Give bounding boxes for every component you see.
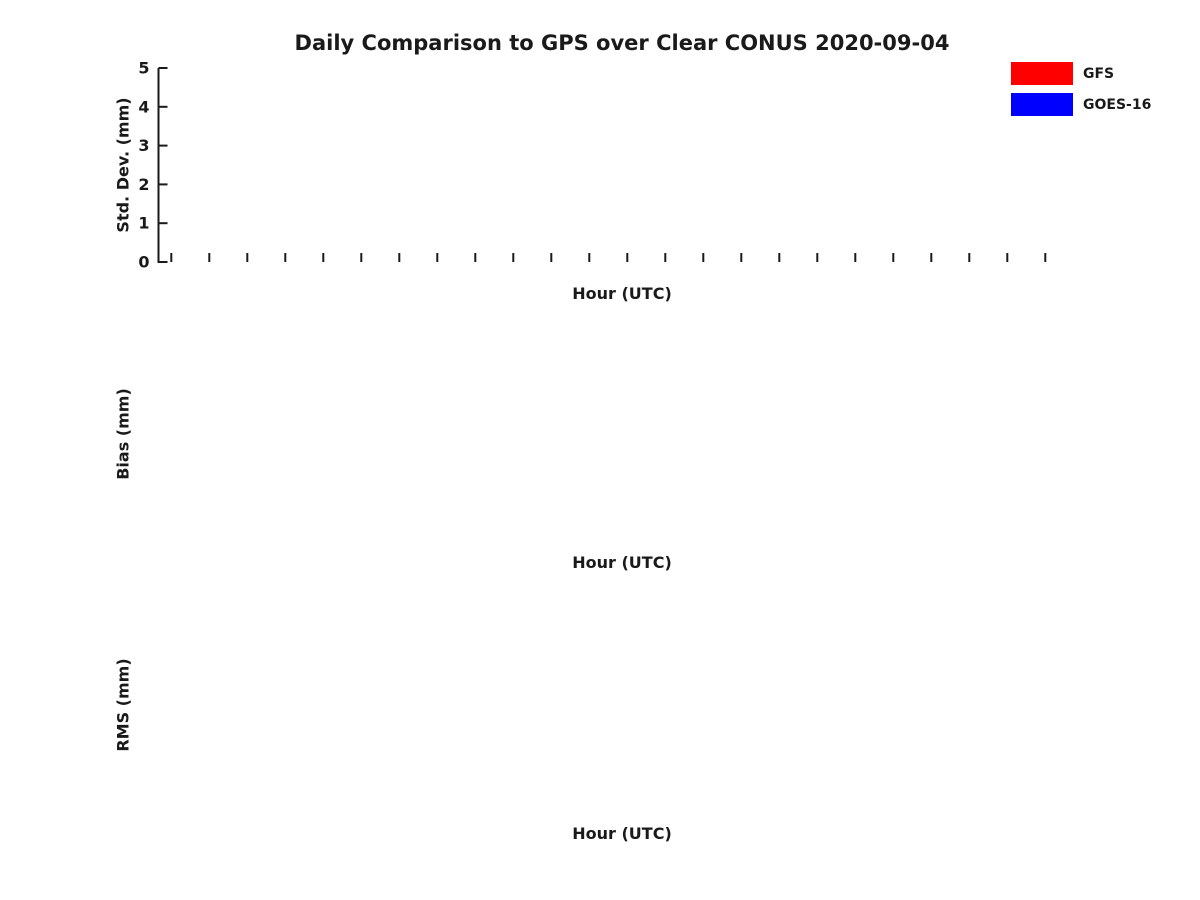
x-axis-label-rms: Hour (UTC): [572, 824, 672, 843]
legend: GFS GOES-16: [1011, 62, 1151, 124]
y-axis-label-rms: RMS (mm): [113, 658, 133, 752]
y-tick-label: 4: [138, 97, 149, 116]
legend-swatch-goes16: [1011, 93, 1073, 116]
y-tick-label: 0: [138, 253, 149, 272]
legend-swatch-gfs: [1011, 62, 1073, 85]
y-axis-label-stddev: Std. Dev. (mm): [113, 97, 133, 233]
legend-label-goes16: GOES-16: [1083, 96, 1152, 113]
chart-title: Daily Comparison to GPS over Clear CONUS…: [294, 31, 950, 55]
x-axis-label-bias: Hour (UTC): [572, 553, 672, 572]
y-tick-label: 5: [138, 59, 149, 78]
x-axis-label-stddev: Hour (UTC): [572, 284, 672, 303]
y-tick-label: 1: [138, 214, 149, 233]
legend-row-goes16: GOES-16: [1011, 93, 1151, 116]
y-tick-label: 3: [138, 136, 149, 155]
legend-row-gfs: GFS: [1011, 62, 1151, 85]
y-axis-label-bias: Bias (mm): [113, 388, 133, 480]
y-tick-label: 2: [138, 175, 149, 194]
legend-label-gfs: GFS: [1083, 65, 1115, 82]
